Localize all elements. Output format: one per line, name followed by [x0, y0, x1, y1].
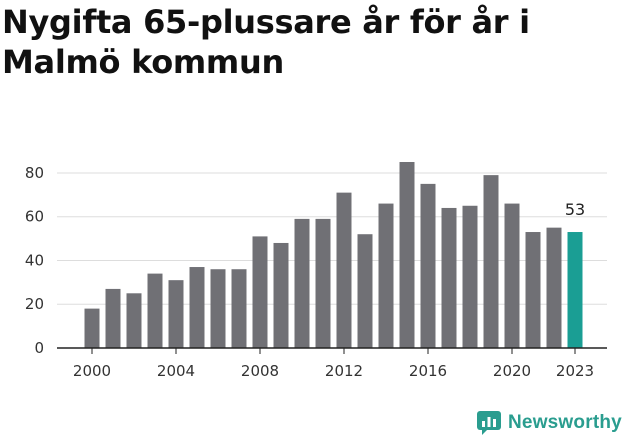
- bar-2010: [294, 218, 310, 348]
- x-tick-label: 2016: [409, 362, 447, 380]
- bar-2009: [273, 242, 289, 348]
- bar-2004: [168, 280, 184, 348]
- bar-2014: [378, 203, 394, 348]
- x-axis-ticks: 2000 2004 2008 2012 2016 2020 2023: [73, 348, 594, 380]
- y-tick-label: 60: [25, 208, 44, 226]
- y-tick-label: 20: [25, 295, 44, 313]
- bar-2006: [210, 269, 226, 348]
- brand-logo: Newsworthy: [476, 408, 622, 438]
- bar-2001: [105, 288, 121, 348]
- bar-2008: [252, 236, 268, 348]
- bar-2018: [462, 205, 478, 348]
- bar-2011: [315, 218, 331, 348]
- bar-2022: [546, 227, 562, 348]
- data-labels: 53: [565, 200, 585, 219]
- bar-2005: [189, 267, 205, 348]
- bar-2002: [126, 293, 142, 348]
- bar-2021: [525, 232, 541, 348]
- x-tick-label: 2012: [325, 362, 363, 380]
- y-tick-label: 80: [25, 164, 44, 182]
- x-tick-label: 2000: [73, 362, 111, 380]
- y-axis-ticks: 0 20 40 60 80: [25, 164, 44, 357]
- bars: [84, 162, 583, 348]
- y-tick-label: 40: [25, 251, 44, 269]
- bar-2023: [567, 232, 583, 348]
- x-tick-label: 2004: [157, 362, 195, 380]
- gridlines: [57, 172, 607, 305]
- brand-name: Newsworthy: [508, 412, 622, 433]
- x-tick-label: 2023: [556, 362, 594, 380]
- bar-2013: [357, 234, 373, 348]
- bar-2015: [399, 162, 415, 348]
- x-tick-label: 2008: [241, 362, 279, 380]
- bar-2017: [441, 207, 457, 348]
- bar-2019: [483, 175, 499, 348]
- bar-2003: [147, 273, 163, 348]
- bar-2000: [84, 308, 100, 348]
- data-label-highlight: 53: [565, 200, 585, 219]
- page-title: Nygifta 65-plussare år för år i Malmö ko…: [2, 3, 530, 81]
- y-tick-label: 0: [34, 339, 44, 357]
- newsworthy-logo-icon: [477, 411, 501, 435]
- bar-2016: [420, 183, 436, 348]
- bar-2020: [504, 203, 520, 348]
- x-tick-label: 2020: [493, 362, 531, 380]
- bar-2012: [336, 192, 352, 348]
- bar-2007: [231, 269, 247, 348]
